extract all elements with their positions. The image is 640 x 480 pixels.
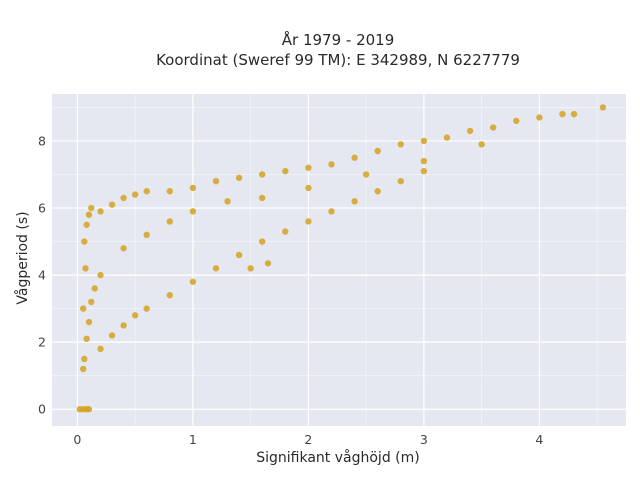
data-point [91, 285, 98, 292]
data-point [79, 305, 87, 312]
data-point [305, 184, 312, 192]
x-tick-label: 1 [189, 432, 197, 447]
data-point [83, 335, 90, 343]
x-tick-label: 2 [304, 432, 312, 447]
data-point [235, 174, 243, 182]
x-axis-title: Signifikant våghöjd (m) [256, 449, 419, 466]
data-point [97, 345, 104, 353]
data-point [328, 161, 335, 168]
data-point [189, 208, 197, 215]
y-tick-label: 8 [38, 133, 46, 148]
data-point [108, 201, 116, 208]
data-point [397, 177, 404, 185]
data-point [81, 238, 88, 245]
data-point [83, 221, 90, 228]
data-point [79, 365, 87, 373]
y-tick-labels: 0 2 4 6 8 [38, 133, 46, 416]
data-point [97, 271, 104, 279]
data-point [85, 211, 93, 218]
chart-title: År 1979 - 2019 [282, 30, 395, 49]
data-point [264, 260, 272, 267]
data-point [82, 265, 89, 272]
x-tick-label: 4 [535, 432, 543, 447]
data-point [85, 318, 93, 326]
data-point [143, 305, 150, 312]
data-point [85, 406, 93, 413]
data-point [420, 137, 428, 145]
data-point [374, 147, 381, 155]
data-point [478, 141, 485, 148]
data-point [120, 194, 127, 202]
data-point [131, 312, 139, 319]
data-point [212, 265, 220, 272]
x-tick-label: 0 [73, 432, 81, 447]
data-point [81, 355, 88, 363]
data-point [97, 208, 104, 215]
data-point [143, 231, 150, 239]
data-point [166, 188, 174, 195]
chart-subtitle: Koordinat (Sweref 99 TM): E 342989, N 62… [156, 51, 520, 69]
data-point [189, 184, 197, 192]
grid-lines [52, 94, 626, 426]
data-point [143, 188, 150, 195]
y-axis-title: Vågperiod (s) [14, 211, 31, 304]
y-tick-label: 4 [38, 268, 46, 283]
data-point [362, 171, 370, 178]
data-point [224, 198, 231, 205]
data-point [189, 278, 197, 285]
data-point [466, 127, 474, 135]
y-tick-label: 2 [38, 335, 46, 350]
data-point [351, 198, 358, 205]
data-point [88, 204, 95, 212]
data-point [559, 110, 566, 118]
data-point [212, 177, 220, 185]
data-point [258, 238, 266, 245]
data-point [108, 332, 116, 339]
data-point [282, 228, 289, 235]
y-tick-label: 6 [38, 201, 46, 216]
data-point [166, 218, 174, 225]
data-point [258, 171, 266, 178]
data-point [305, 218, 312, 225]
data-point [397, 141, 404, 148]
data-point [247, 265, 254, 272]
x-tick-labels: 0 1 2 3 4 [73, 432, 543, 447]
data-point [513, 117, 520, 125]
data-point [374, 188, 381, 195]
data-point [258, 194, 266, 202]
data-point [166, 292, 174, 299]
x-tick-label: 3 [420, 432, 428, 447]
data-point [328, 208, 335, 215]
data-point [443, 134, 451, 141]
data-point [282, 167, 289, 175]
data-point [305, 164, 312, 171]
data-point [489, 124, 497, 131]
data-points [76, 104, 607, 413]
data-point [599, 104, 607, 111]
plot-background [52, 94, 626, 426]
data-point [235, 251, 243, 259]
data-point [131, 191, 139, 198]
data-point [536, 114, 543, 121]
data-point [351, 154, 358, 161]
data-point [570, 110, 578, 118]
data-point [420, 167, 428, 175]
data-point [120, 245, 127, 252]
data-point [120, 322, 127, 329]
data-point [88, 298, 95, 306]
data-point [420, 157, 428, 165]
y-tick-label: 0 [38, 402, 46, 417]
